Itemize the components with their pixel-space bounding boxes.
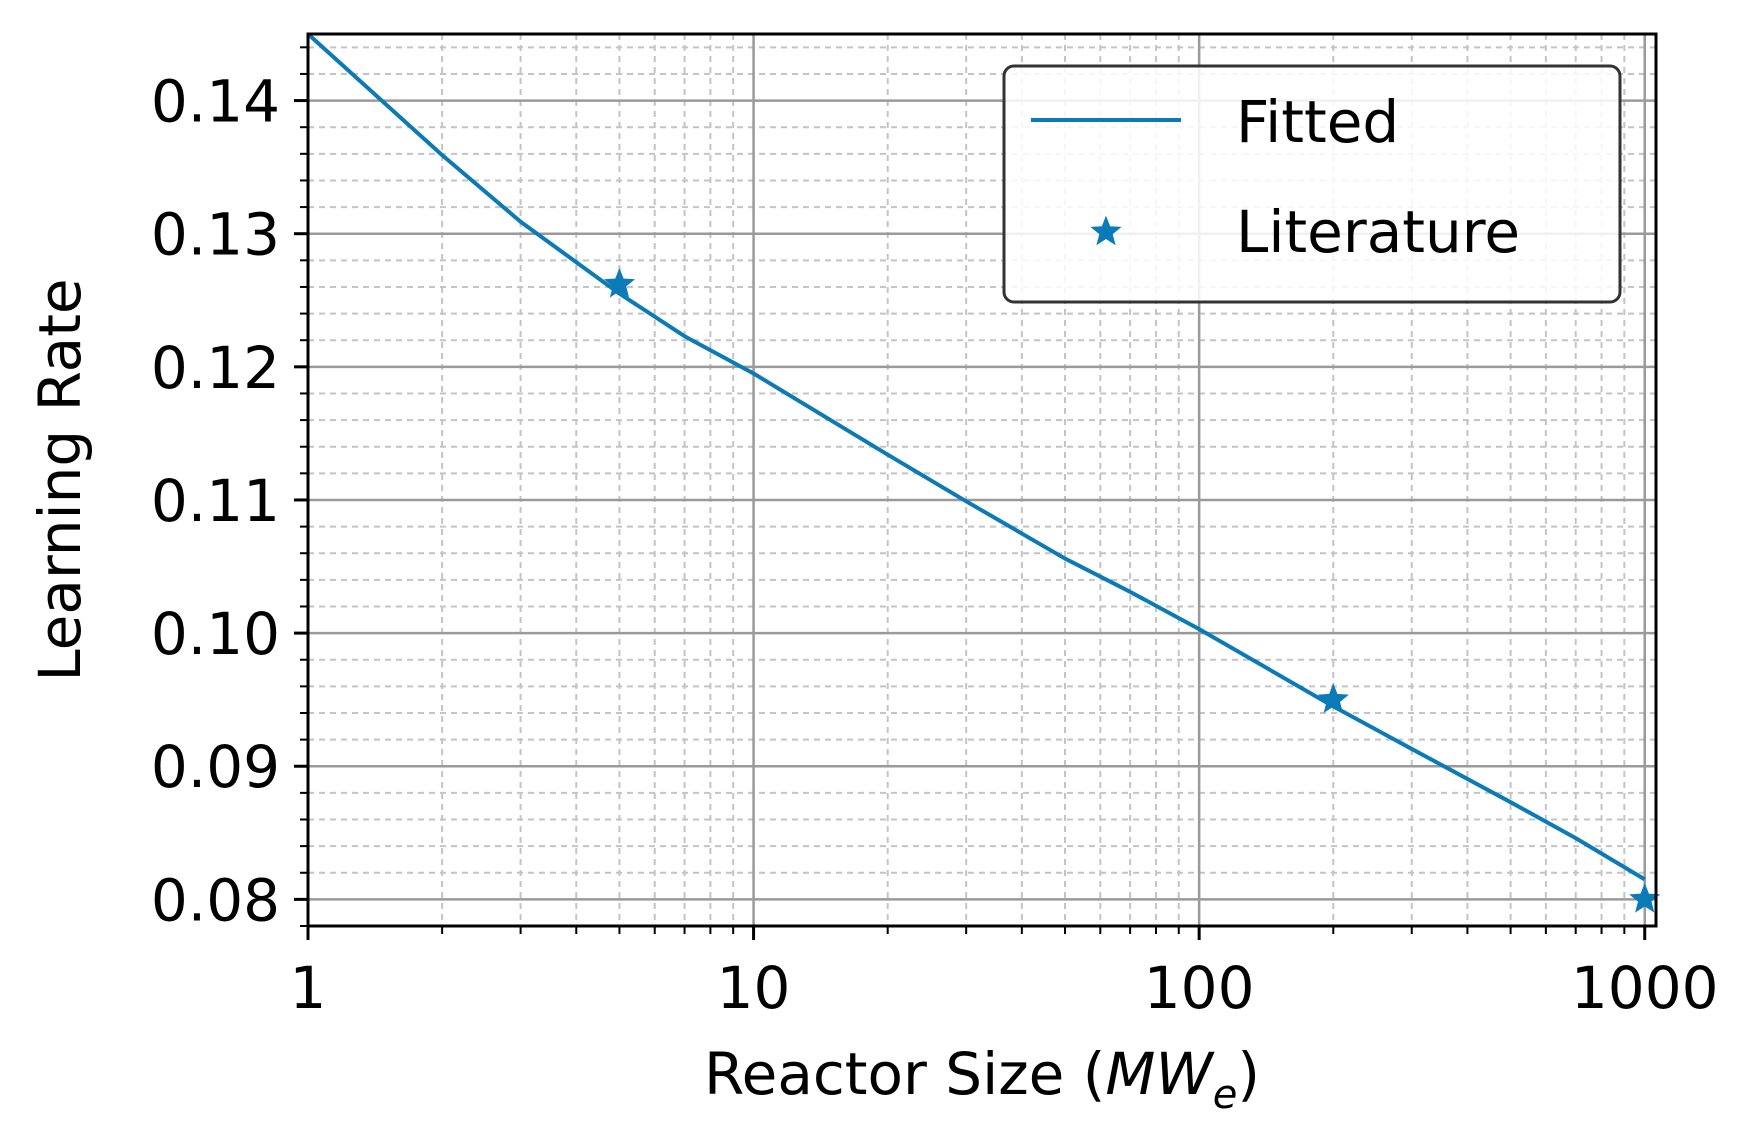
legend-label: Literature bbox=[1236, 198, 1520, 266]
y-tick-label: 0.12 bbox=[151, 334, 280, 402]
legend-box bbox=[1002, 64, 1622, 304]
x-tick-label: 1 bbox=[290, 954, 327, 1022]
x-tick-label: 100 bbox=[1144, 954, 1255, 1022]
fitted-line bbox=[306, 32, 1646, 882]
x-tick-label: 1000 bbox=[1571, 954, 1719, 1022]
literature-point bbox=[603, 267, 636, 298]
y-tick-label: 0.09 bbox=[151, 733, 280, 801]
tick-layer: 1 10 100 1000 0.08 0.09 0.10 0.11 0.12 0.13 0.14 bbox=[151, 46, 1719, 1022]
legend: Fitted Literature bbox=[1002, 64, 1622, 304]
legend-star-swatch bbox=[1090, 215, 1122, 246]
y-tick-label: 0.13 bbox=[151, 201, 280, 269]
x-tick-label: 10 bbox=[717, 954, 791, 1022]
y-axis-label: Learning Rate bbox=[26, 278, 94, 681]
x-axis-label: Reactor Size (MWe) bbox=[704, 1040, 1260, 1118]
y-tick-label: 0.11 bbox=[151, 467, 280, 535]
y-tick-label: 0.08 bbox=[151, 866, 280, 934]
literature-point bbox=[1317, 683, 1349, 713]
plot-frame bbox=[306, 32, 1658, 928]
y-tick-label: 0.14 bbox=[151, 68, 280, 136]
y-tick-label: 0.10 bbox=[151, 600, 280, 668]
legend-label: Fitted bbox=[1236, 88, 1399, 156]
